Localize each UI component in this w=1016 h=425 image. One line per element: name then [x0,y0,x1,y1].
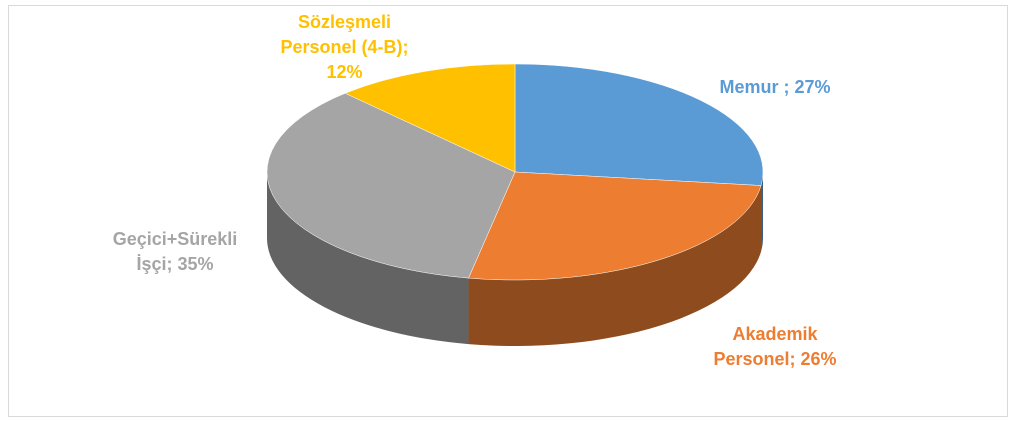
slice [344,63,516,173]
slice-side [761,172,763,252]
slice [514,63,764,186]
data-label: Akademik Personel; 26% [713,324,837,369]
data-label: Sözleşmeli Personel (4-B); 12% [280,12,409,82]
slice-side [468,185,762,346]
slice [266,92,516,279]
data-label: Memur ; 27% [719,77,831,97]
data-label: Geçici+Sürekli İşçi; 35% [112,229,238,274]
chart-frame [8,5,1008,417]
slice [468,171,762,281]
slice-side [267,172,469,345]
